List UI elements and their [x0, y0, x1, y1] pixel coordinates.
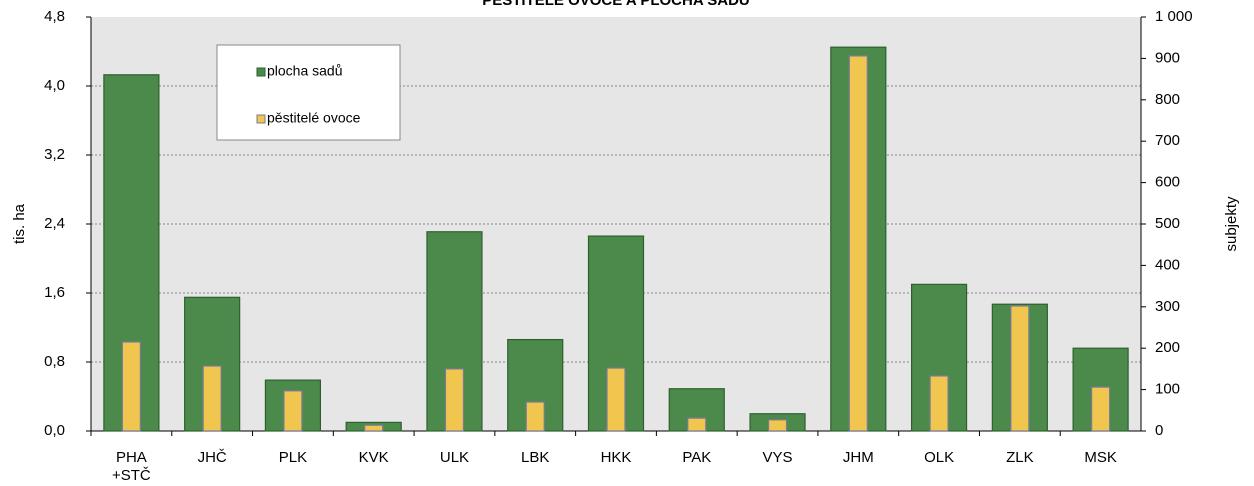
- bar: [525, 401, 545, 432]
- x-tick-label: JHČ: [198, 449, 227, 466]
- x-tick-label: PHA +STČ: [112, 449, 151, 484]
- y2-tick-label: 0: [1155, 422, 1163, 439]
- y-tick-label: 3,2: [44, 146, 65, 163]
- y2-tick-label: 700: [1155, 132, 1180, 149]
- y2-tick-label: 400: [1155, 256, 1180, 273]
- bar: [1091, 386, 1111, 432]
- y2-tick-label: 500: [1155, 215, 1180, 232]
- x-tick-label: HKK: [601, 449, 632, 466]
- y-tick-label: 0,8: [44, 353, 65, 370]
- y-tick-label: 4,0: [44, 77, 65, 94]
- x-tick-label: LBK: [521, 449, 549, 466]
- x-tick-label: VYS: [763, 449, 793, 466]
- x-tick-label: ULK: [440, 449, 469, 466]
- y2-tick-label: 300: [1155, 298, 1180, 315]
- x-tick-label: MSK: [1084, 449, 1117, 466]
- x-tick-label: PLK: [279, 449, 307, 466]
- y2-tick-label: 800: [1155, 91, 1180, 108]
- legend-box: [216, 44, 401, 141]
- y-axis-label: tis. ha: [11, 203, 28, 244]
- y2-tick-label: 100: [1155, 381, 1180, 398]
- y-tick-label: 4,8: [44, 8, 65, 25]
- legend-swatch: [256, 67, 266, 77]
- y2-axis-label: subjekty: [1223, 196, 1240, 252]
- x-tick-label: PAK: [682, 449, 711, 466]
- x-tick-label: ZLK: [1006, 449, 1034, 466]
- x-tick-label: KVK: [359, 449, 389, 466]
- bar: [121, 341, 141, 432]
- bar: [606, 367, 626, 432]
- y-tick-label: 1,6: [44, 284, 65, 301]
- bar: [444, 368, 465, 432]
- bar: [1010, 305, 1030, 432]
- bar: [929, 375, 949, 432]
- bar: [283, 390, 303, 432]
- y2-tick-label: 600: [1155, 174, 1180, 191]
- legend-label: plocha sadů: [267, 63, 343, 79]
- bar: [848, 55, 868, 432]
- y2-tick-label: 1 000: [1155, 8, 1193, 25]
- chart-title: PĚSTITELÉ OVOCE A PLOCHA SADŮ: [482, 0, 750, 9]
- x-tick-label: OLK: [924, 449, 954, 466]
- y2-tick-label: 200: [1155, 339, 1180, 356]
- x-tick-label: JHM: [843, 449, 874, 466]
- legend-swatch: [256, 114, 266, 124]
- bar: [364, 424, 384, 432]
- y-tick-label: 2,4: [44, 215, 65, 232]
- y2-tick-label: 900: [1155, 49, 1180, 66]
- bar: [767, 419, 788, 432]
- bar: [202, 365, 222, 432]
- y-tick-label: 0,0: [44, 422, 65, 439]
- bar: [687, 417, 707, 432]
- legend-label: pěstitelé ovoce: [267, 110, 361, 126]
